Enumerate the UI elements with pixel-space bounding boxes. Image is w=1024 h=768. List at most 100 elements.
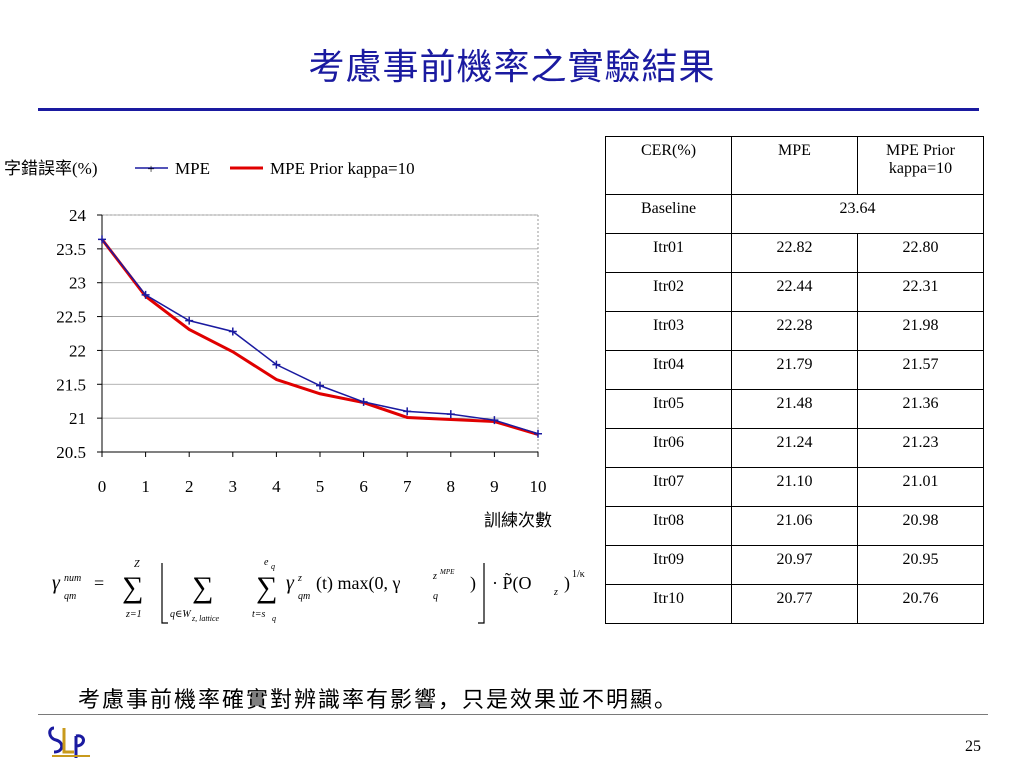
cer-line-chart: + MPE MPE Prior kappa=10 字錯誤率(%) 20.5212…: [4, 159, 552, 530]
title-divider: [38, 108, 979, 111]
sum3-bottom: t=s: [252, 609, 266, 620]
formula-lhs-sub: qm: [64, 591, 76, 602]
term-gamma2-supsup: MPE: [439, 568, 455, 576]
header-cell-mpe: MPE: [731, 136, 858, 195]
y-tick-label: 21.5: [56, 375, 86, 394]
data-point-mpe: [359, 397, 368, 406]
data-point-mpe: [272, 360, 281, 369]
table-row: Itr04 21.79 21.57: [605, 350, 984, 390]
mpe-prior-value: 22.31: [857, 272, 984, 312]
y-tick-label: 20.5: [56, 443, 86, 462]
y-tick-label: 23: [69, 274, 86, 293]
formula-lhs: γ: [52, 572, 61, 594]
footer-divider: [38, 714, 988, 715]
data-point-mpe: [98, 235, 106, 244]
prior-close: ): [564, 573, 570, 594]
sum2-bottom: q∈W: [170, 609, 192, 620]
mpe-value: 21.79: [731, 350, 858, 390]
row-label: Itr09: [605, 545, 732, 585]
data-point-mpe: [534, 429, 542, 438]
data-point-mpe: [228, 327, 237, 336]
data-point-mpe: [316, 381, 324, 390]
floor-bracket-right: [478, 563, 485, 624]
baseline-label: Baseline: [605, 194, 732, 234]
y-tick-label: 22: [69, 341, 86, 360]
sum1-top: Z: [134, 559, 140, 570]
prior-sub: z: [553, 587, 558, 598]
x-tick-label: 5: [316, 477, 325, 496]
cer-results-table: CER(%) MPE MPE Prior kappa=10 Baseline 2…: [605, 136, 984, 624]
mpe-value: 20.97: [731, 545, 858, 585]
table-row: Itr03 22.28 21.98: [605, 311, 984, 351]
series-line-mpe: [101, 238, 539, 435]
table-row-baseline: Baseline 23.64: [605, 194, 984, 234]
floor-bracket-left: [161, 563, 168, 624]
mpe-prior-value: 22.80: [857, 233, 984, 273]
table-header-row: CER(%) MPE MPE Prior kappa=10: [605, 136, 984, 195]
row-label: Itr07: [605, 467, 732, 507]
formula-equals: =: [94, 573, 104, 593]
x-tick-label: 1: [141, 477, 150, 496]
term-gamma-sup: z: [297, 573, 302, 584]
data-point-mpe: [185, 316, 194, 325]
sum1-bottom: z=1: [125, 609, 142, 620]
table-row: Itr09 20.97 20.95: [605, 545, 984, 585]
x-tick-label: 9: [490, 477, 499, 496]
prior-term: · P̃(O: [492, 571, 532, 594]
page-number: 25: [965, 738, 981, 755]
header-cell-cer: CER(%): [605, 136, 732, 195]
x-tick-label: 4: [272, 477, 281, 496]
x-tick-label: 3: [229, 477, 238, 496]
mpe-prior-value: 21.36: [857, 389, 984, 429]
data-point-mpe: [446, 410, 455, 419]
row-label: Itr04: [605, 350, 732, 390]
sum3-symbol: ∑: [256, 571, 277, 604]
sum3-bottom-sub: q: [272, 614, 276, 623]
y-tick-label: 23.5: [56, 240, 86, 259]
row-label: Itr02: [605, 272, 732, 312]
term-gamma: γ: [286, 572, 295, 594]
legend-prior-label: MPE Prior kappa=10: [270, 159, 415, 178]
table-row: Itr05 21.48 21.36: [605, 389, 984, 429]
mpe-prior-value: 21.57: [857, 350, 984, 390]
x-tick-label: 8: [447, 477, 456, 496]
formula-lhs-sup: num: [64, 573, 81, 584]
table-row: Itr10 20.77 20.76: [605, 584, 984, 624]
mpe-prior-value: 21.01: [857, 467, 984, 507]
table-row: Itr02 22.44 22.31: [605, 272, 984, 312]
row-label: Itr10: [605, 584, 732, 624]
sum2-symbol: ∑: [192, 571, 213, 604]
conclusion-text: 考慮事前機率確實對辨識率有影響，只是效果並不明顯。: [78, 688, 679, 713]
mpe-value: 21.06: [731, 506, 858, 546]
term-gamma-sub: qm: [298, 591, 310, 602]
y-tick-label: 22.5: [56, 308, 86, 327]
baseline-value: 23.64: [731, 194, 984, 234]
legend-mpe-marker: +: [147, 161, 154, 176]
x-axis-label: 訓練次數: [484, 511, 552, 530]
prior-exp: 1/κ: [572, 569, 585, 580]
mpe-value: 20.77: [731, 584, 858, 624]
table-row: Itr01 22.82 22.80: [605, 233, 984, 273]
table-row: Itr08 21.06 20.98: [605, 506, 984, 546]
y-tick-label: 21: [69, 409, 86, 428]
term-arg: (t) max(0, γ: [316, 573, 400, 594]
data-point-mpe: [141, 290, 150, 299]
slp-logo: [48, 726, 90, 758]
mpe-prior-value: 20.76: [857, 584, 984, 624]
gamma-num-formula: γ num qm = Z ∑ z=1 ∑ q∈W z, lattice e q …: [52, 557, 585, 624]
legend-mpe-label: MPE: [175, 159, 210, 178]
term-gamma2-sup: z: [432, 571, 437, 582]
slide-title: 考慮事前機率之實驗結果: [308, 47, 716, 88]
data-point-mpe: [403, 407, 412, 416]
row-label: Itr05: [605, 389, 732, 429]
y-axis-label: 字錯誤率(%): [4, 159, 97, 178]
row-label: Itr01: [605, 233, 732, 273]
mpe-value: 21.48: [731, 389, 858, 429]
x-tick-label: 2: [185, 477, 194, 496]
row-label: Itr06: [605, 428, 732, 468]
mpe-prior-value: 21.98: [857, 311, 984, 351]
sum3-top: e: [264, 557, 269, 568]
x-tick-label: 0: [98, 477, 107, 496]
sum1-symbol: ∑: [122, 571, 143, 604]
table-row: Itr06 21.24 21.23: [605, 428, 984, 468]
